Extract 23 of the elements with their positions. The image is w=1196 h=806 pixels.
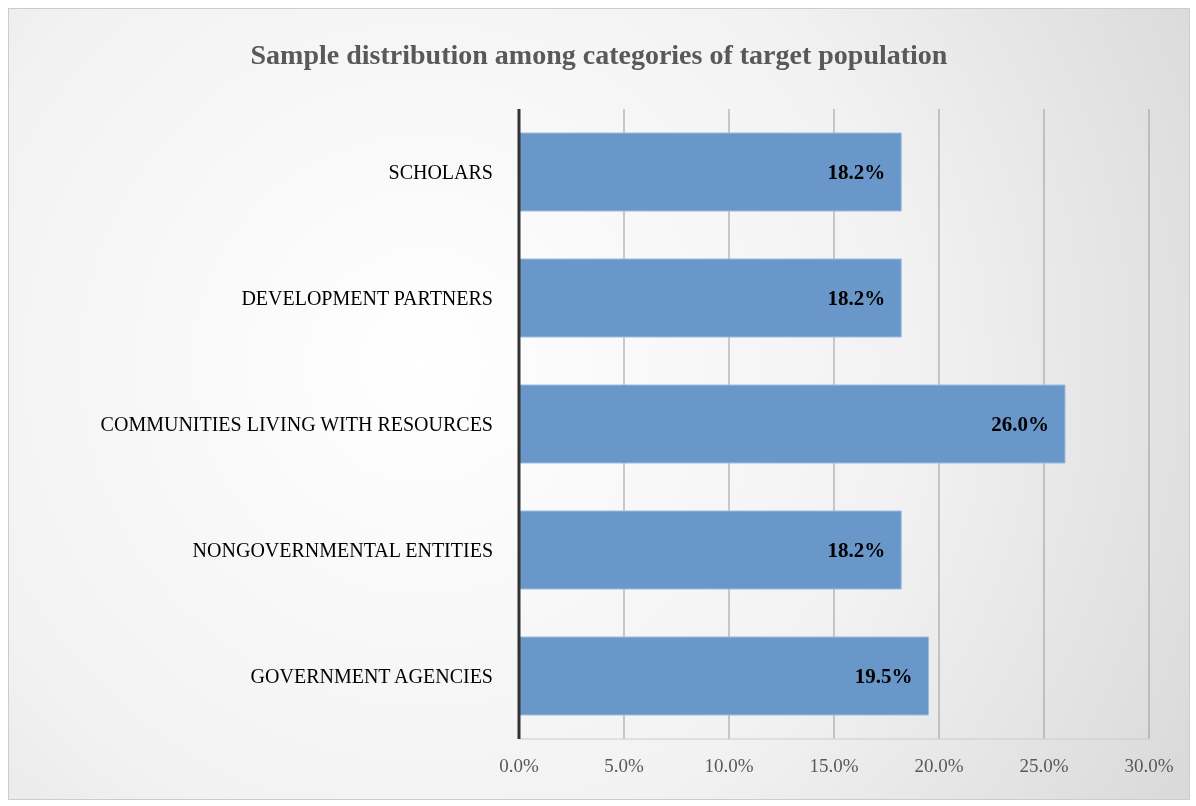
y-tick-label: DEVELOPMENT PARTNERS [241, 287, 493, 310]
x-tick-label: 15.0% [809, 755, 859, 777]
bar [519, 636, 929, 716]
y-tick-label: GOVERNMENT AGENCIES [250, 665, 493, 688]
x-tick-label: 25.0% [1019, 755, 1069, 777]
data-label: 18.2% [827, 538, 886, 563]
chart-title: Sample distribution among categories of target population [249, 38, 949, 72]
data-label: 26.0% [991, 412, 1049, 437]
y-tick-label: COMMUNITIES LIVING WITH RESOURCES [100, 413, 493, 436]
y-tick-label: NONGOVERNMENTAL ENTITIES [192, 539, 493, 562]
x-tick-label: 0.0% [499, 755, 539, 777]
bar [519, 384, 1066, 464]
bar [519, 258, 902, 338]
bar [519, 132, 902, 212]
bar [519, 510, 902, 590]
x-tick-label: 30.0% [1124, 755, 1174, 777]
y-tick-label: SCHOLARS [388, 161, 493, 184]
data-label: 19.5% [854, 664, 913, 689]
data-label: 18.2% [827, 160, 886, 185]
x-tick-label: 20.0% [914, 755, 964, 777]
x-tick-label: 10.0% [704, 755, 754, 777]
x-tick-label: 5.0% [604, 755, 644, 777]
data-label: 18.2% [827, 286, 886, 311]
